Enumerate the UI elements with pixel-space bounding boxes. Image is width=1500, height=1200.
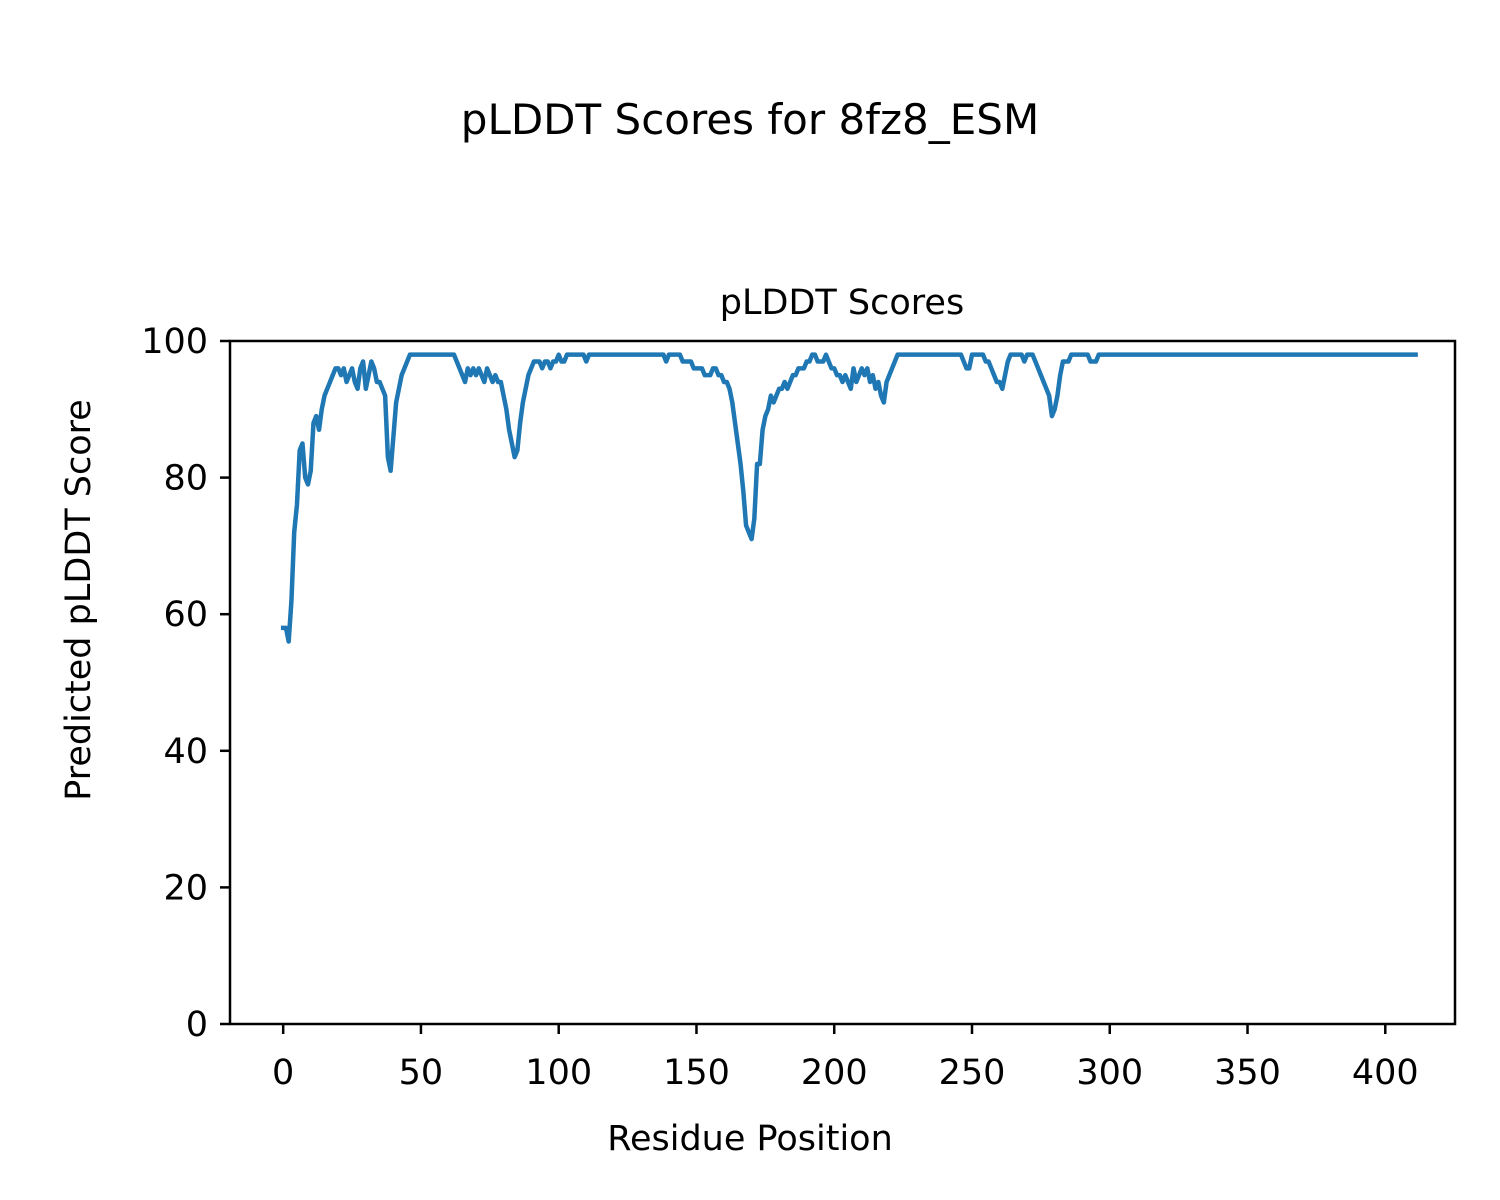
y-tick-label: 0 <box>186 1005 208 1045</box>
x-tick-label: 400 <box>1352 1053 1419 1093</box>
x-tick-label: 0 <box>272 1053 294 1093</box>
y-axis-label: Predicted pLDDT Score <box>59 399 99 801</box>
y-tick-label: 20 <box>163 868 208 908</box>
x-tick-label: 300 <box>1076 1053 1143 1093</box>
x-tick-label: 150 <box>663 1053 730 1093</box>
x-axis-label: Residue Position <box>607 1119 893 1159</box>
y-tick-label: 100 <box>141 322 208 362</box>
x-tick-label: 350 <box>1214 1053 1281 1093</box>
figure-suptitle: pLDDT Scores for 8fz8_ESM <box>461 95 1039 144</box>
axes-title: pLDDT Scores <box>720 283 964 323</box>
x-tick-label: 100 <box>525 1053 592 1093</box>
y-tick-label: 80 <box>163 459 208 499</box>
x-axis-ticks: 0 50 100 150 200 250 300 350 400 <box>272 1024 1419 1093</box>
x-tick-label: 200 <box>801 1053 868 1093</box>
y-tick-label: 60 <box>163 595 208 635</box>
plot-area-frame <box>228 339 1457 1026</box>
x-tick-label: 50 <box>399 1053 444 1093</box>
y-tick-label: 40 <box>163 732 208 772</box>
plddt-series-line <box>280 352 1418 644</box>
y-axis-ticks: 0 20 40 60 80 100 <box>141 322 230 1045</box>
x-tick-label: 250 <box>939 1053 1006 1093</box>
